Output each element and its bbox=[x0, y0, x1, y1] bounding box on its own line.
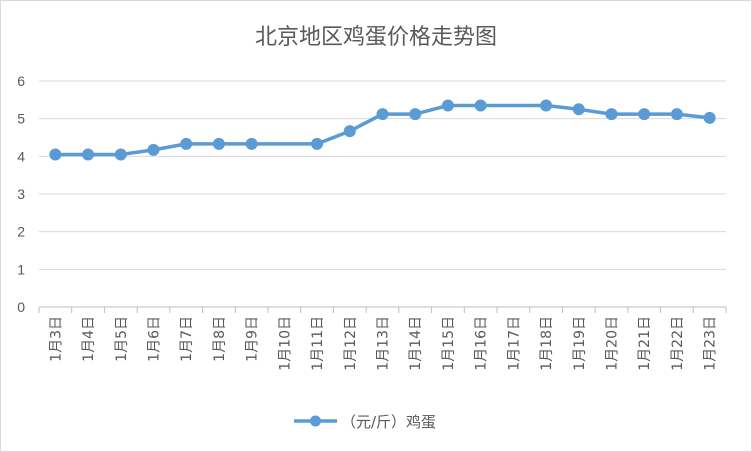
y-tick-label-0: 0 bbox=[17, 299, 25, 315]
x-tick-label-3: 1月5日 bbox=[114, 316, 130, 362]
legend: （元/斤）鸡蛋 bbox=[294, 413, 436, 431]
x-tick-label-13: 1月15日 bbox=[441, 316, 457, 371]
y-tick-label-1: 1 bbox=[17, 261, 25, 277]
y-tick-label-3: 3 bbox=[17, 186, 25, 202]
x-tick-label-11: 1月13日 bbox=[376, 316, 392, 371]
x-tick-label-16: 1月18日 bbox=[539, 316, 555, 371]
x-tick-label-15: 1月17日 bbox=[506, 316, 522, 371]
data-point-7 bbox=[245, 137, 258, 150]
data-point-18 bbox=[605, 108, 618, 121]
x-tick-label-19: 1月21日 bbox=[637, 316, 653, 371]
x-tick-label-1: 1月3日 bbox=[48, 316, 64, 362]
x-tick-label-10: 1月12日 bbox=[343, 316, 359, 371]
x-tick-label-21: 1月23日 bbox=[703, 316, 719, 371]
data-point-9 bbox=[311, 137, 324, 150]
x-tick-label-8: 1月10日 bbox=[277, 316, 293, 371]
x-tick-label-20: 1月22日 bbox=[670, 316, 686, 371]
data-point-5 bbox=[180, 137, 193, 150]
y-tick-label-4: 4 bbox=[17, 148, 25, 164]
legend-label: （元/斤）鸡蛋 bbox=[341, 413, 436, 431]
x-tick-label-17: 1月19日 bbox=[572, 316, 588, 371]
x-tick-label-14: 1月16日 bbox=[474, 316, 490, 371]
legend-dot-marker bbox=[310, 415, 321, 427]
x-tick-label-6: 1月8日 bbox=[212, 316, 228, 362]
y-tick-label-5: 5 bbox=[17, 111, 25, 127]
x-tick-label-9: 1月11日 bbox=[310, 316, 326, 371]
data-point-2 bbox=[82, 148, 95, 161]
x-tick-label-4: 1月6日 bbox=[147, 316, 163, 362]
data-point-13 bbox=[441, 99, 454, 112]
data-point-16 bbox=[540, 99, 553, 112]
data-point-10 bbox=[343, 125, 356, 138]
data-point-11 bbox=[376, 108, 389, 121]
data-point-6 bbox=[212, 137, 225, 150]
data-point-19 bbox=[638, 108, 651, 121]
x-tick-label-5: 1月7日 bbox=[179, 316, 195, 362]
x-tick-label-2: 1月4日 bbox=[81, 316, 97, 362]
x-tick-label-7: 1月9日 bbox=[245, 316, 261, 362]
data-point-17 bbox=[572, 103, 585, 116]
chart-title: 北京地区鸡蛋价格走势图 bbox=[255, 25, 497, 50]
series-layer bbox=[49, 99, 716, 161]
data-point-20 bbox=[670, 108, 683, 121]
data-point-4 bbox=[147, 143, 160, 156]
data-point-21 bbox=[703, 111, 716, 124]
y-tick-label-6: 6 bbox=[17, 73, 25, 89]
x-tick-label-12: 1月14日 bbox=[408, 316, 424, 371]
axes: 0 1 2 3 4 5 6 1月3日 1月4日 1月5日 1月6日 1月7日 1月8日 1月9日 1月10日… bbox=[17, 73, 727, 371]
data-point-3 bbox=[114, 148, 127, 161]
y-tick-label-2: 2 bbox=[17, 224, 25, 240]
data-point-1 bbox=[49, 148, 62, 161]
x-tick-label-18: 1月20日 bbox=[605, 316, 621, 371]
data-point-12 bbox=[409, 108, 422, 121]
data-point-14 bbox=[474, 99, 487, 112]
